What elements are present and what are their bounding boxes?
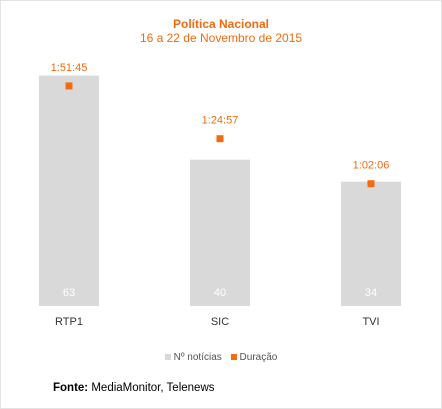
legend-item-news-count[interactable]: Nº notícias [164,352,222,363]
bar-sic [190,159,250,306]
bar-tvi [341,181,401,306]
duration-label-sic: 1:24:57 [202,115,239,127]
x-tick-label-sic: SIC [211,316,229,328]
source-label: Fonte: [53,382,89,394]
duration-marker-tvi [367,180,375,188]
chart-subtitle: 16 a 22 de Novembro de 2015 [139,31,303,45]
duration-label-rtp1: 1:51:45 [51,62,88,74]
x-tick-label-tvi: TVI [362,316,379,328]
x-tick-label-rtp1: RTP1 [55,316,83,328]
legend: Nº notícias Duração [0,352,442,363]
legend-label-news-count: Nº notícias [173,352,222,363]
source-note: Fonte: MediaMonitor, Telenews [53,382,215,394]
legend-swatch-duration [230,354,237,361]
bar-value-label-tvi: 34 [365,287,377,299]
bar-value-label-rtp1: 63 [63,287,75,299]
bar-value-label-sic: 40 [214,287,226,299]
legend-item-duration[interactable]: Duração [230,352,278,363]
duration-marker-rtp1 [65,82,73,90]
chart-title: Política Nacional [172,17,270,31]
legend-label-duration: Duração [239,352,278,363]
duration-marker-sic [216,135,224,143]
duration-label-tvi: 1:02:06 [353,160,390,172]
legend-swatch-news-count [164,354,171,361]
bar-rtp1 [39,75,99,306]
source-text: MediaMonitor, Telenews [91,382,215,394]
